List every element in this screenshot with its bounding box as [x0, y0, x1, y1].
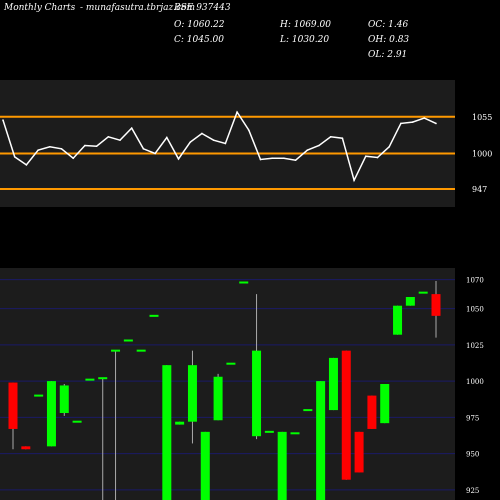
symbol-label: BSE 937443	[174, 3, 231, 13]
candle-body	[393, 305, 403, 335]
candle-body	[187, 365, 197, 422]
candle-body	[277, 431, 287, 500]
level-tick-label: 947	[472, 185, 487, 194]
price-tick-label: 1070	[466, 277, 484, 285]
price-point	[201, 132, 203, 135]
candle-body	[405, 297, 415, 306]
candle-panel-background	[0, 268, 455, 500]
price-point	[283, 157, 285, 160]
candle-body	[85, 378, 95, 381]
price-point	[177, 158, 180, 160]
price-point	[294, 159, 297, 162]
price-point	[142, 148, 145, 150]
price-point	[411, 121, 414, 123]
open-value: O: 1060.22	[174, 20, 225, 30]
candle-body	[162, 365, 172, 500]
price-point	[318, 144, 320, 147]
candle-body	[354, 431, 364, 473]
price-point	[212, 139, 215, 141]
level-tick-label: 1055	[472, 113, 492, 122]
price-point	[84, 144, 86, 147]
price-point	[329, 136, 332, 138]
line-panel-background	[0, 80, 455, 207]
price-point	[130, 127, 133, 129]
price-point	[95, 145, 98, 147]
oc-value: OC: 1.46	[368, 20, 409, 30]
price-tick-label: 975	[466, 414, 479, 422]
price-point	[388, 146, 390, 148]
price-tick-label: 925	[466, 487, 479, 495]
price-point	[189, 141, 192, 143]
price-line	[2, 110, 437, 183]
price-point	[154, 152, 156, 155]
candle-body	[341, 350, 351, 480]
candle-body	[46, 381, 56, 447]
candle-body	[213, 376, 223, 421]
candle-body	[264, 430, 274, 433]
price-point	[400, 122, 402, 125]
price-point	[25, 164, 28, 166]
candle-body	[136, 349, 146, 352]
candle-body	[239, 281, 249, 284]
candle-body	[59, 385, 69, 413]
site-label: - munafasutra.tbrjaz.com	[80, 3, 196, 13]
price-point	[247, 129, 250, 131]
price-point	[353, 179, 355, 182]
candle-body	[380, 384, 390, 424]
price-point	[2, 119, 4, 121]
candle-body	[72, 420, 82, 423]
price-point	[72, 157, 75, 160]
price-point	[376, 156, 379, 159]
high-value: H: 1069.00	[280, 20, 331, 30]
candle-body	[111, 349, 121, 352]
price-tick-label: 1025	[466, 342, 484, 350]
price-point	[435, 122, 437, 125]
candle-body	[34, 394, 44, 397]
price-tick-label: 950	[466, 451, 479, 459]
candlestick-chart: 1070 1050 1025 1000 975 950 925	[0, 268, 484, 500]
price-point	[37, 149, 39, 151]
candle-body	[149, 314, 159, 317]
candle-body	[316, 381, 326, 500]
candle-body	[328, 357, 338, 411]
price-point	[119, 139, 121, 141]
price-point	[60, 148, 63, 150]
price-point	[423, 117, 426, 119]
candle-body	[98, 377, 108, 380]
price-point	[259, 158, 262, 161]
price-point	[271, 157, 273, 160]
candle-body	[418, 291, 428, 294]
candle-body	[200, 431, 210, 500]
candle-body	[123, 339, 133, 342]
price-line-chart: 1055 1000 947	[0, 80, 492, 207]
candle-body	[21, 446, 31, 450]
oh-value: OH: 0.83	[368, 35, 410, 45]
candle-body	[290, 432, 300, 435]
candle-body	[303, 409, 313, 412]
candle-body	[367, 395, 377, 429]
price-point	[107, 136, 110, 138]
price-tick-label: 1050	[466, 306, 484, 314]
candle-body	[175, 421, 185, 425]
price-point	[236, 111, 238, 113]
ol-value: OL: 2.91	[368, 50, 408, 60]
candle-body	[226, 362, 236, 365]
close-value: C: 1045.00	[174, 35, 224, 45]
candle-body	[431, 294, 441, 316]
price-point	[364, 155, 367, 157]
price-point	[166, 136, 168, 139]
price-point	[49, 146, 51, 148]
level-tick-label: 1000	[472, 150, 492, 159]
candle-body	[8, 382, 18, 429]
price-point	[341, 137, 344, 139]
price-tick-label: 1000	[466, 378, 484, 386]
candle-body	[252, 350, 262, 437]
price-point	[224, 142, 227, 145]
low-value: L: 1030.20	[280, 35, 330, 45]
price-point	[306, 149, 309, 151]
price-point	[13, 156, 16, 158]
brand-label: Monthly Charts	[4, 3, 76, 13]
